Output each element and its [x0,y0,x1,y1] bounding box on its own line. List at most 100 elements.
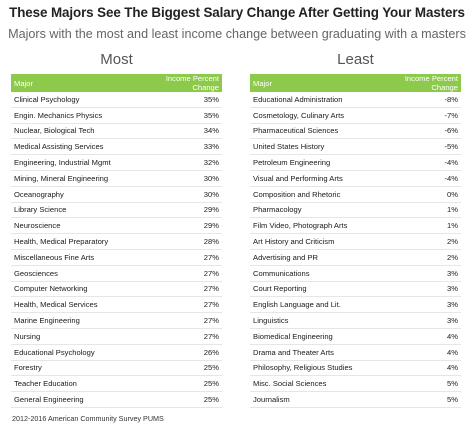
table-row: Clinical Psychology 35% [11,92,222,108]
table-row: United States History -5% [250,138,461,156]
major-cell: Petroleum Engineering [250,154,400,171]
major-cell: Health, Medical Preparatory [11,233,161,250]
source-note: 2012-2016 American Community Survey PUMS [12,414,164,423]
major-cell: Pharmacology [250,202,400,219]
major-cell: Geosciences [11,265,161,282]
table-row: Forestry 25% [11,360,222,377]
percent-change-cell: 4% [400,344,461,361]
table-row: Computer Networking 27% [11,281,222,298]
major-cell: Educational Administration [250,92,400,108]
least-table-title: Least [337,51,374,68]
chart-subtitle: Majors with the most and least income ch… [8,27,466,41]
percent-change-cell: 1% [400,202,461,219]
table-row: Pharmaceutical Sciences -6% [250,123,461,140]
table-row: Petroleum Engineering -4% [250,154,461,171]
percent-change-cell: 35% [161,107,222,124]
table-row: Engin. Mechanics Physics 35% [11,107,222,124]
table-row: Biomedical Engineering 4% [250,328,461,345]
most-value-header: Income Percent Change [161,74,222,92]
table-row: Library Science 29% [11,202,222,219]
percent-change-cell: -5% [400,138,461,156]
percent-change-cell: 25% [161,391,222,408]
percent-change-cell: 3% [400,312,461,329]
percent-change-cell: 0% [400,186,461,203]
major-cell: Computer Networking [11,281,161,298]
table-row: Court Reporting 3% [250,281,461,298]
percent-change-cell: 27% [161,328,222,345]
major-cell: Teacher Education [11,375,161,393]
major-cell: Mining, Mineral Engineering [11,170,161,187]
most-table-header-row: Major Income Percent Change [11,74,222,92]
major-cell: United States History [250,138,400,156]
table-row: Nursing 27% [11,328,222,345]
percent-change-cell: 1% [400,217,461,235]
table-row: Drama and Theater Arts 4% [250,344,461,361]
percent-change-cell: -6% [400,123,461,140]
percent-change-cell: 5% [400,391,461,408]
major-cell: Library Science [11,202,161,219]
table-row: Educational Administration -8% [250,92,461,108]
table-row: General Engineering 25% [11,391,222,408]
major-cell: Engineering, Industrial Mgmt [11,154,161,171]
table-row: Engineering, Industrial Mgmt 32% [11,154,222,171]
major-cell: Neuroscience [11,217,161,235]
table-row: Mining, Mineral Engineering 30% [11,170,222,187]
table-row: Film Video, Photograph Arts 1% [250,217,461,235]
major-cell: English Language and Lit. [250,296,400,314]
least-table-body: Educational Administration -8% Cosmetology… [250,92,461,408]
table-row: Neuroscience 29% [11,217,222,235]
major-cell: Miscellaneous Fine Arts [11,249,161,266]
percent-change-cell: 26% [161,344,222,361]
table-row: Cosmetology, Culinary Arts -7% [250,107,461,124]
major-cell: Drama and Theater Arts [250,344,400,361]
percent-change-cell: 33% [161,138,222,156]
least-major-header: Major [250,74,400,92]
major-cell: Clinical Psychology [11,92,161,108]
major-cell: Communications [250,265,400,282]
table-row: Composition and Rhetoric 0% [250,186,461,203]
major-cell: Philosophy, Religious Studies [250,360,400,377]
percent-change-cell: 27% [161,265,222,282]
major-cell: Linguistics [250,312,400,329]
table-row: Marine Engineering 27% [11,312,222,329]
table-row: Art History and Criticism 2% [250,233,461,250]
percent-change-cell: 27% [161,296,222,314]
table-row: Journalism 5% [250,391,461,408]
percent-change-cell: 34% [161,123,222,140]
least-table-header-row: Major Income Percent Change [250,74,461,92]
percent-change-cell: 3% [400,265,461,282]
table-row: Philosophy, Religious Studies 4% [250,360,461,377]
major-cell: Pharmaceutical Sciences [250,123,400,140]
major-cell: Forestry [11,360,161,377]
percent-change-cell: 30% [161,170,222,187]
percent-change-cell: 30% [161,186,222,203]
major-cell: General Engineering [11,391,161,408]
major-cell: Medical Assisting Services [11,138,161,156]
major-cell: Nursing [11,328,161,345]
percent-change-cell: -4% [400,154,461,171]
percent-change-cell: 25% [161,360,222,377]
major-cell: Health, Medical Services [11,296,161,314]
most-table: Major Income Percent Change Clinical Psy… [11,74,222,408]
table-row: Pharmacology 1% [250,202,461,219]
major-cell: Art History and Criticism [250,233,400,250]
major-cell: Cosmetology, Culinary Arts [250,107,400,124]
percent-change-cell: 3% [400,296,461,314]
major-cell: Marine Engineering [11,312,161,329]
percent-change-cell: 35% [161,92,222,108]
percent-change-cell: 4% [400,360,461,377]
table-row: Health, Medical Preparatory 28% [11,233,222,250]
major-cell: Biomedical Engineering [250,328,400,345]
table-row: English Language and Lit. 3% [250,296,461,314]
percent-change-cell: 32% [161,154,222,171]
percent-change-cell: 29% [161,202,222,219]
major-cell: Advertising and PR [250,249,400,266]
major-cell: Oceanography [11,186,161,203]
least-table: Major Income Percent Change Educational … [250,74,461,408]
percent-change-cell: -4% [400,170,461,187]
percent-change-cell: 28% [161,233,222,250]
percent-change-cell: 29% [161,217,222,235]
percent-change-cell: 5% [400,375,461,393]
percent-change-cell: 25% [161,375,222,393]
percent-change-cell: -7% [400,107,461,124]
